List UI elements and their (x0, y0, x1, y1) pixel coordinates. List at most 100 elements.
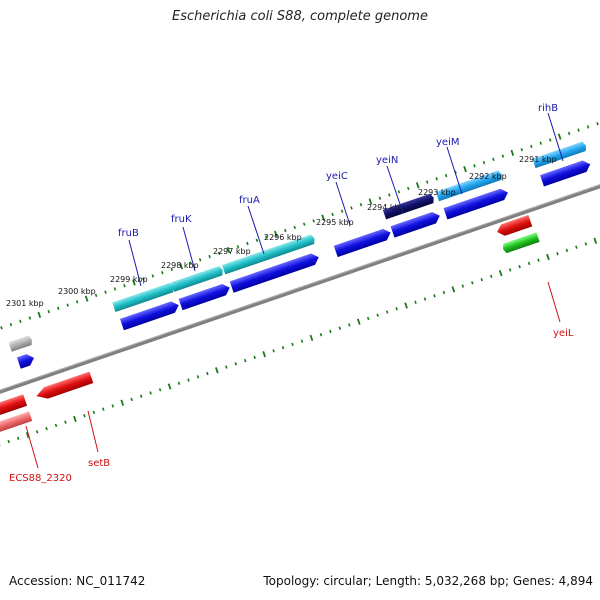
gene-label-fruB[interactable]: fruB (118, 228, 139, 239)
major-tick (321, 214, 325, 221)
minor-tick (104, 290, 107, 294)
minor-tick (66, 303, 69, 307)
minor-tick (291, 342, 294, 347)
gene-label-setB[interactable]: setB (88, 458, 110, 469)
minor-tick (243, 358, 247, 363)
gene-label-fruA[interactable]: fruA (239, 195, 260, 206)
gene-setB-cds[interactable] (35, 371, 94, 402)
minor-tick (473, 164, 476, 168)
scale-label: 2294 kbp (367, 203, 405, 212)
tick-rail-top (0, 122, 599, 330)
major-tick (593, 237, 598, 244)
minor-tick (388, 193, 391, 197)
minor-tick (265, 235, 268, 239)
major-tick (557, 133, 562, 140)
gene-label-yeiM[interactable]: yeiM (436, 137, 459, 148)
gene-fruK-cds[interactable] (178, 282, 232, 311)
minor-tick (492, 157, 495, 162)
gene-fruB-cds[interactable] (119, 299, 181, 331)
scale-label: 2297 kbp (213, 247, 251, 256)
gene-yeiM-feature[interactable] (435, 170, 504, 202)
gene-yeiL-cds[interactable] (495, 215, 533, 238)
minor-tick (0, 326, 3, 330)
gene-label-ECS88_2320[interactable]: ECS88_2320 (9, 473, 72, 484)
scale-label: 2296 kbp (264, 233, 302, 242)
minor-tick (395, 307, 398, 311)
minor-tick (47, 309, 51, 314)
gene-label-yeiC[interactable]: yeiC (326, 171, 348, 182)
gene-yeiC-cds[interactable] (333, 227, 393, 258)
minor-tick (482, 160, 486, 165)
gene-rihB-cds[interactable] (540, 159, 592, 187)
map-title: Escherichia coli S88, complete genome (172, 9, 428, 24)
major-tick (73, 415, 77, 423)
accession-label: Accession: NC_011742 (9, 574, 146, 588)
gene-label-yeiL[interactable]: yeiL (553, 328, 574, 339)
scale-label: 2298 kbp (161, 261, 199, 270)
gene-fruK-rna[interactable] (170, 265, 224, 292)
minor-tick (518, 264, 521, 269)
gene-yeiL-feature[interactable] (501, 232, 540, 254)
gene-label-yeiN[interactable]: yeiN (376, 155, 398, 166)
gene-fruA-cds[interactable] (229, 252, 321, 293)
gene-rihB-feature[interactable] (532, 141, 587, 169)
minor-tick (537, 258, 540, 262)
gene-yeiM-cds[interactable] (443, 187, 510, 220)
gene-feature[interactable] (8, 335, 34, 352)
minor-tick (281, 345, 285, 350)
gene-fruA-rna[interactable] (222, 234, 316, 275)
minor-tick (425, 180, 429, 184)
minor-tick (161, 271, 164, 275)
tick-rail-bottom (0, 237, 598, 447)
major-tick (25, 431, 30, 439)
major-tick (498, 270, 503, 277)
minor-tick (366, 316, 370, 321)
minor-tick (471, 281, 474, 285)
minor-tick (208, 254, 211, 259)
minor-tick (35, 430, 39, 434)
minor-tick (177, 381, 181, 385)
minor-tick (407, 186, 410, 191)
minor-tick (556, 252, 559, 256)
minor-tick (142, 277, 145, 281)
minor-tick (196, 375, 200, 379)
minor-tick (45, 426, 48, 431)
major-tick (132, 279, 136, 286)
minor-tick (16, 436, 20, 441)
minor-tick (577, 128, 580, 132)
minor-tick (92, 410, 96, 415)
minor-tick (397, 190, 401, 194)
minor-tick (586, 125, 590, 129)
minor-tick (113, 287, 117, 291)
gene-ECS88_2320-cds[interactable] (0, 394, 28, 419)
minor-tick (94, 293, 98, 298)
major-tick (415, 182, 420, 189)
gene-feature[interactable] (16, 352, 36, 369)
minor-tick (501, 154, 505, 158)
gene-ECS88_2320-feature[interactable] (0, 411, 33, 434)
minor-tick (189, 261, 192, 265)
major-tick (262, 350, 266, 358)
major-tick (463, 165, 467, 173)
minor-tick (236, 245, 240, 249)
minor-tick (435, 177, 438, 181)
forward-gene-labels: fruB fruK fruA yeiC yeiN yeiM rihB (118, 103, 564, 287)
gene-fruB-rna[interactable] (112, 282, 175, 313)
minor-tick (151, 274, 155, 278)
gene-yeiN-feature[interactable] (382, 193, 435, 220)
major-tick (37, 311, 42, 318)
gene-label-rihB[interactable]: rihB (538, 103, 558, 114)
forward-strand-features (8, 141, 592, 369)
minor-tick (158, 388, 162, 392)
gene-label-fruK[interactable]: fruK (171, 214, 192, 225)
minor-tick (217, 251, 221, 255)
major-tick (274, 230, 278, 237)
minor-tick (461, 284, 465, 288)
minor-tick (565, 248, 569, 253)
major-tick (546, 253, 550, 261)
major-tick (404, 302, 408, 309)
genome-backbone (0, 176, 600, 402)
minor-tick (19, 319, 22, 323)
gene-yeiN-cds[interactable] (390, 210, 442, 238)
